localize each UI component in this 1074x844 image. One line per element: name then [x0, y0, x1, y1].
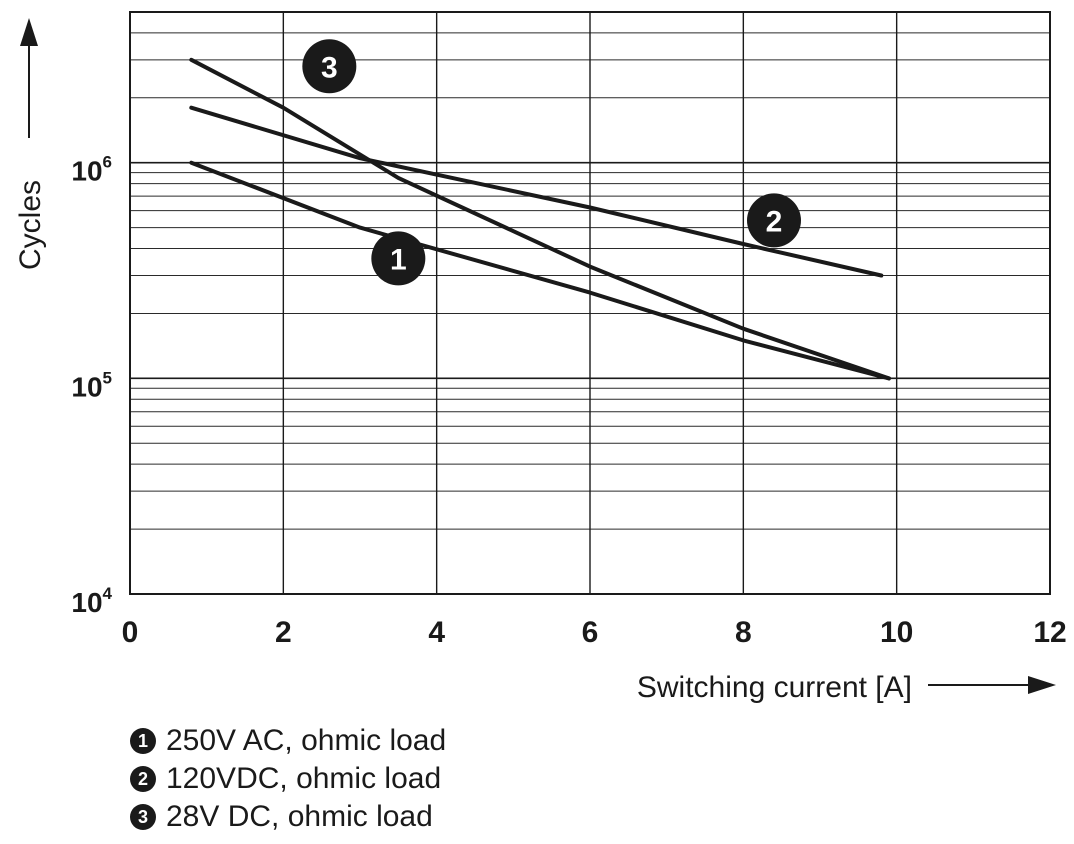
x-tick-label: 10	[880, 616, 913, 649]
x-tick-label: 4	[428, 616, 445, 649]
x-tick-label: 8	[735, 616, 752, 649]
legend-label: 120VDC, ohmic load	[166, 762, 442, 795]
legend-label: 250V AC, ohmic load	[166, 724, 447, 757]
legend-item: 1 250V AC, ohmic load	[130, 722, 446, 760]
series-marker-2-icon: 2	[747, 193, 801, 248]
x-tick-label: 2	[275, 616, 292, 649]
y-axis-title: Cycles	[14, 18, 47, 270]
y-tick-label: 105	[71, 368, 112, 402]
y-axis-label: Cycles	[14, 180, 47, 270]
y-axis-arrowhead-icon	[20, 18, 38, 46]
series-marker-number: 1	[390, 243, 407, 276]
series-marker-1-icon: 1	[371, 231, 426, 286]
series-marker-circle	[371, 231, 426, 286]
x-tick-label: 6	[582, 616, 599, 649]
series-marker-circle	[747, 193, 801, 248]
x-axis-arrowhead-icon	[1028, 676, 1056, 694]
series-marker-3-icon: 3	[302, 39, 357, 94]
plot-frame	[129, 11, 1051, 595]
y-tick-label: 106	[71, 153, 112, 187]
series-line-1	[189, 160, 891, 381]
legend-marker-2-icon: 2	[130, 766, 156, 792]
legend-item: 2 120VDC, ohmic load	[130, 760, 446, 798]
legend-marker-3-icon: 3	[130, 804, 156, 830]
x-tick-labels: 0 2 4 6 8 10 12	[122, 616, 1067, 649]
legend-marker-1-icon: 1	[130, 728, 156, 754]
series-markers: 1 2 3	[302, 39, 801, 286]
legend-item: 3 28V DC, ohmic load	[130, 798, 446, 836]
x-tick-label: 0	[122, 616, 139, 649]
series-lines	[189, 57, 891, 381]
legend-label: 28V DC, ohmic load	[166, 800, 433, 833]
series-line-2	[189, 105, 884, 278]
y-tick-label: 104	[71, 584, 112, 618]
series-marker-number: 2	[766, 205, 783, 238]
x-axis-title: Switching current [A]	[637, 671, 1056, 704]
x-tick-label: 12	[1033, 616, 1066, 649]
series-marker-number: 3	[321, 51, 338, 84]
series-marker-circle	[302, 39, 357, 94]
legend: 1 250V AC, ohmic load 2 120VDC, ohmic lo…	[130, 722, 446, 836]
x-axis-label: Switching current [A]	[637, 671, 912, 704]
series-line-3	[189, 57, 891, 381]
y-tick-labels: 104 105 106	[71, 153, 112, 618]
